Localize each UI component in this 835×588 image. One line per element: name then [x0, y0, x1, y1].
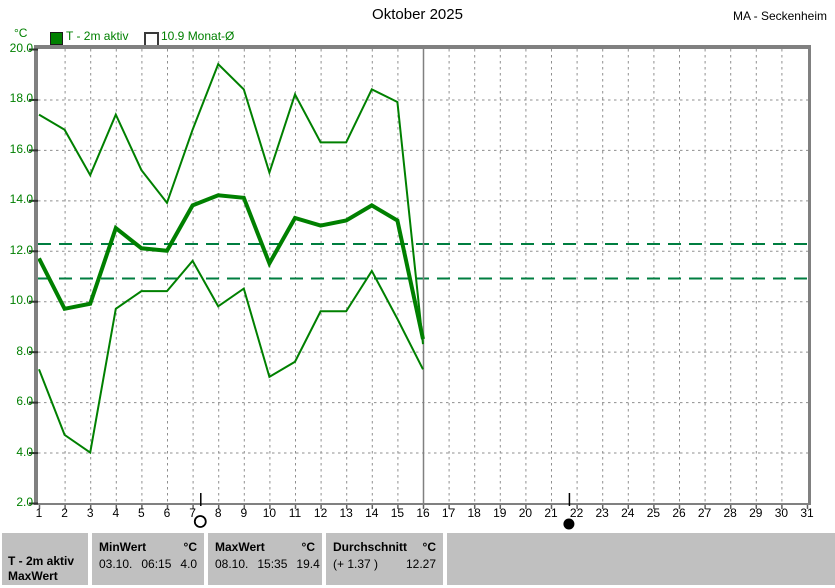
- legend-active-series-label: T - 2m aktiv: [66, 29, 129, 43]
- x-axis-tick-label: 3: [86, 506, 94, 520]
- min-col-unit: °C: [183, 540, 197, 554]
- avg-col-unit: °C: [422, 540, 436, 554]
- x-axis-tick-label: 28: [723, 506, 737, 520]
- x-axis-tick-label: 10: [262, 506, 277, 520]
- axis-frame-top: [34, 45, 811, 49]
- x-axis-tick-label: 18: [467, 506, 481, 520]
- x-axis-tick-label: 4: [112, 506, 120, 520]
- y-axis-tick-label: 20.0: [9, 41, 33, 55]
- x-axis-tick-label: 15: [390, 506, 405, 520]
- chart-title: Oktober 2025: [372, 6, 463, 23]
- min-value-panel: MinWert °C 03.10. 06:15 4.0: [92, 533, 204, 585]
- legend-monthly-average-label: 10.9 Monat-Ø: [161, 29, 235, 43]
- x-axis-tick-label: 25: [646, 506, 661, 520]
- x-axis-tick-label: 22: [569, 506, 584, 520]
- x-axis-tick-label: 31: [800, 506, 814, 520]
- y-axis-tick-label: 16.0: [9, 141, 33, 156]
- x-axis-tick-label: 7: [189, 506, 196, 520]
- axis-frame-bottom: [34, 503, 811, 505]
- x-axis-tick-label: 26: [672, 506, 686, 520]
- empty-panel: [447, 533, 835, 585]
- x-axis-tick-label: 23: [595, 506, 609, 520]
- max-date: 08.10.: [215, 557, 249, 571]
- max-time: 15:35: [257, 557, 288, 571]
- y-axis-tick-label: 12.0: [9, 242, 33, 257]
- max-value-panel: MaxWert °C 08.10. 15:35 19.4: [208, 533, 322, 585]
- series-mean-line: [37, 193, 425, 340]
- x-axis-tick-label: 20: [518, 506, 533, 520]
- x-axis-tick-label: 21: [544, 506, 558, 520]
- series-max-line: [38, 62, 424, 345]
- x-axis-tick-label: 17: [441, 506, 456, 520]
- y-axis-tick-label: 2.0: [16, 495, 33, 509]
- y-axis-unit-label: °C: [14, 26, 28, 40]
- x-axis-tick-label: 9: [240, 506, 248, 520]
- x-axis-tick-label: 16: [416, 506, 430, 520]
- x-axis-tick-label: 13: [339, 506, 353, 520]
- y-axis-tick-label: 8.0: [16, 343, 33, 358]
- y-axis-tick-label: 4.0: [16, 444, 33, 459]
- x-axis-tick-label: 11: [288, 506, 302, 520]
- active-series-swatch-icon: [50, 32, 63, 45]
- min-time: 06:15: [141, 557, 172, 571]
- x-axis-tick-label: 19: [493, 506, 507, 520]
- max-col-unit: °C: [301, 540, 315, 554]
- table-row-label-panel: T - 2m aktiv MaxWert: [2, 533, 88, 585]
- axis-frame-right: [808, 45, 811, 505]
- full-moon-icon: [193, 515, 207, 528]
- y-axis-tick-label: 10.0: [9, 293, 33, 308]
- y-axis-tick-label: 6.0: [16, 394, 33, 409]
- x-axis-tick-label: 29: [749, 506, 763, 520]
- x-axis-tick-label: 27: [697, 506, 712, 520]
- x-axis-tick-label: 2: [61, 506, 68, 520]
- x-axis-tick-label: 8: [214, 506, 222, 520]
- x-axis-tick-label: 5: [138, 506, 145, 520]
- y-axis-tick-label: 14.0: [9, 192, 33, 207]
- average-value-panel: Durchschnitt °C (+ 1.37 ) 12.27: [326, 533, 443, 585]
- series-min-line: [38, 259, 424, 455]
- min-date: 03.10.: [99, 557, 133, 571]
- min-value: 4.0: [180, 557, 198, 571]
- avg-delta: (+ 1.37 ): [333, 557, 379, 571]
- x-axis-tick-label: 30: [774, 506, 789, 520]
- new-moon-icon: [563, 518, 575, 530]
- y-axis-tick-label: 18.0: [9, 91, 33, 106]
- axis-frame-left: [34, 45, 38, 505]
- x-axis-tick-label: 24: [621, 506, 635, 520]
- max-col-header: MaxWert: [215, 540, 265, 554]
- table-row-label-maxwert: MaxWert: [8, 569, 58, 583]
- x-axis-tick-label: 14: [365, 506, 379, 520]
- avg-value: 12.27: [405, 557, 436, 571]
- x-axis-tick-label: 6: [163, 506, 171, 520]
- x-axis-tick-label: 12: [313, 506, 328, 520]
- min-col-header: MinWert: [99, 540, 147, 554]
- x-axis-tick-label: 1: [35, 506, 43, 520]
- table-row-label-series: T - 2m aktiv: [8, 554, 75, 568]
- station-label: MA - Seckenheim: [732, 9, 827, 23]
- avg-col-header: Durchschnitt: [333, 540, 408, 554]
- max-value: 19.4: [296, 557, 320, 571]
